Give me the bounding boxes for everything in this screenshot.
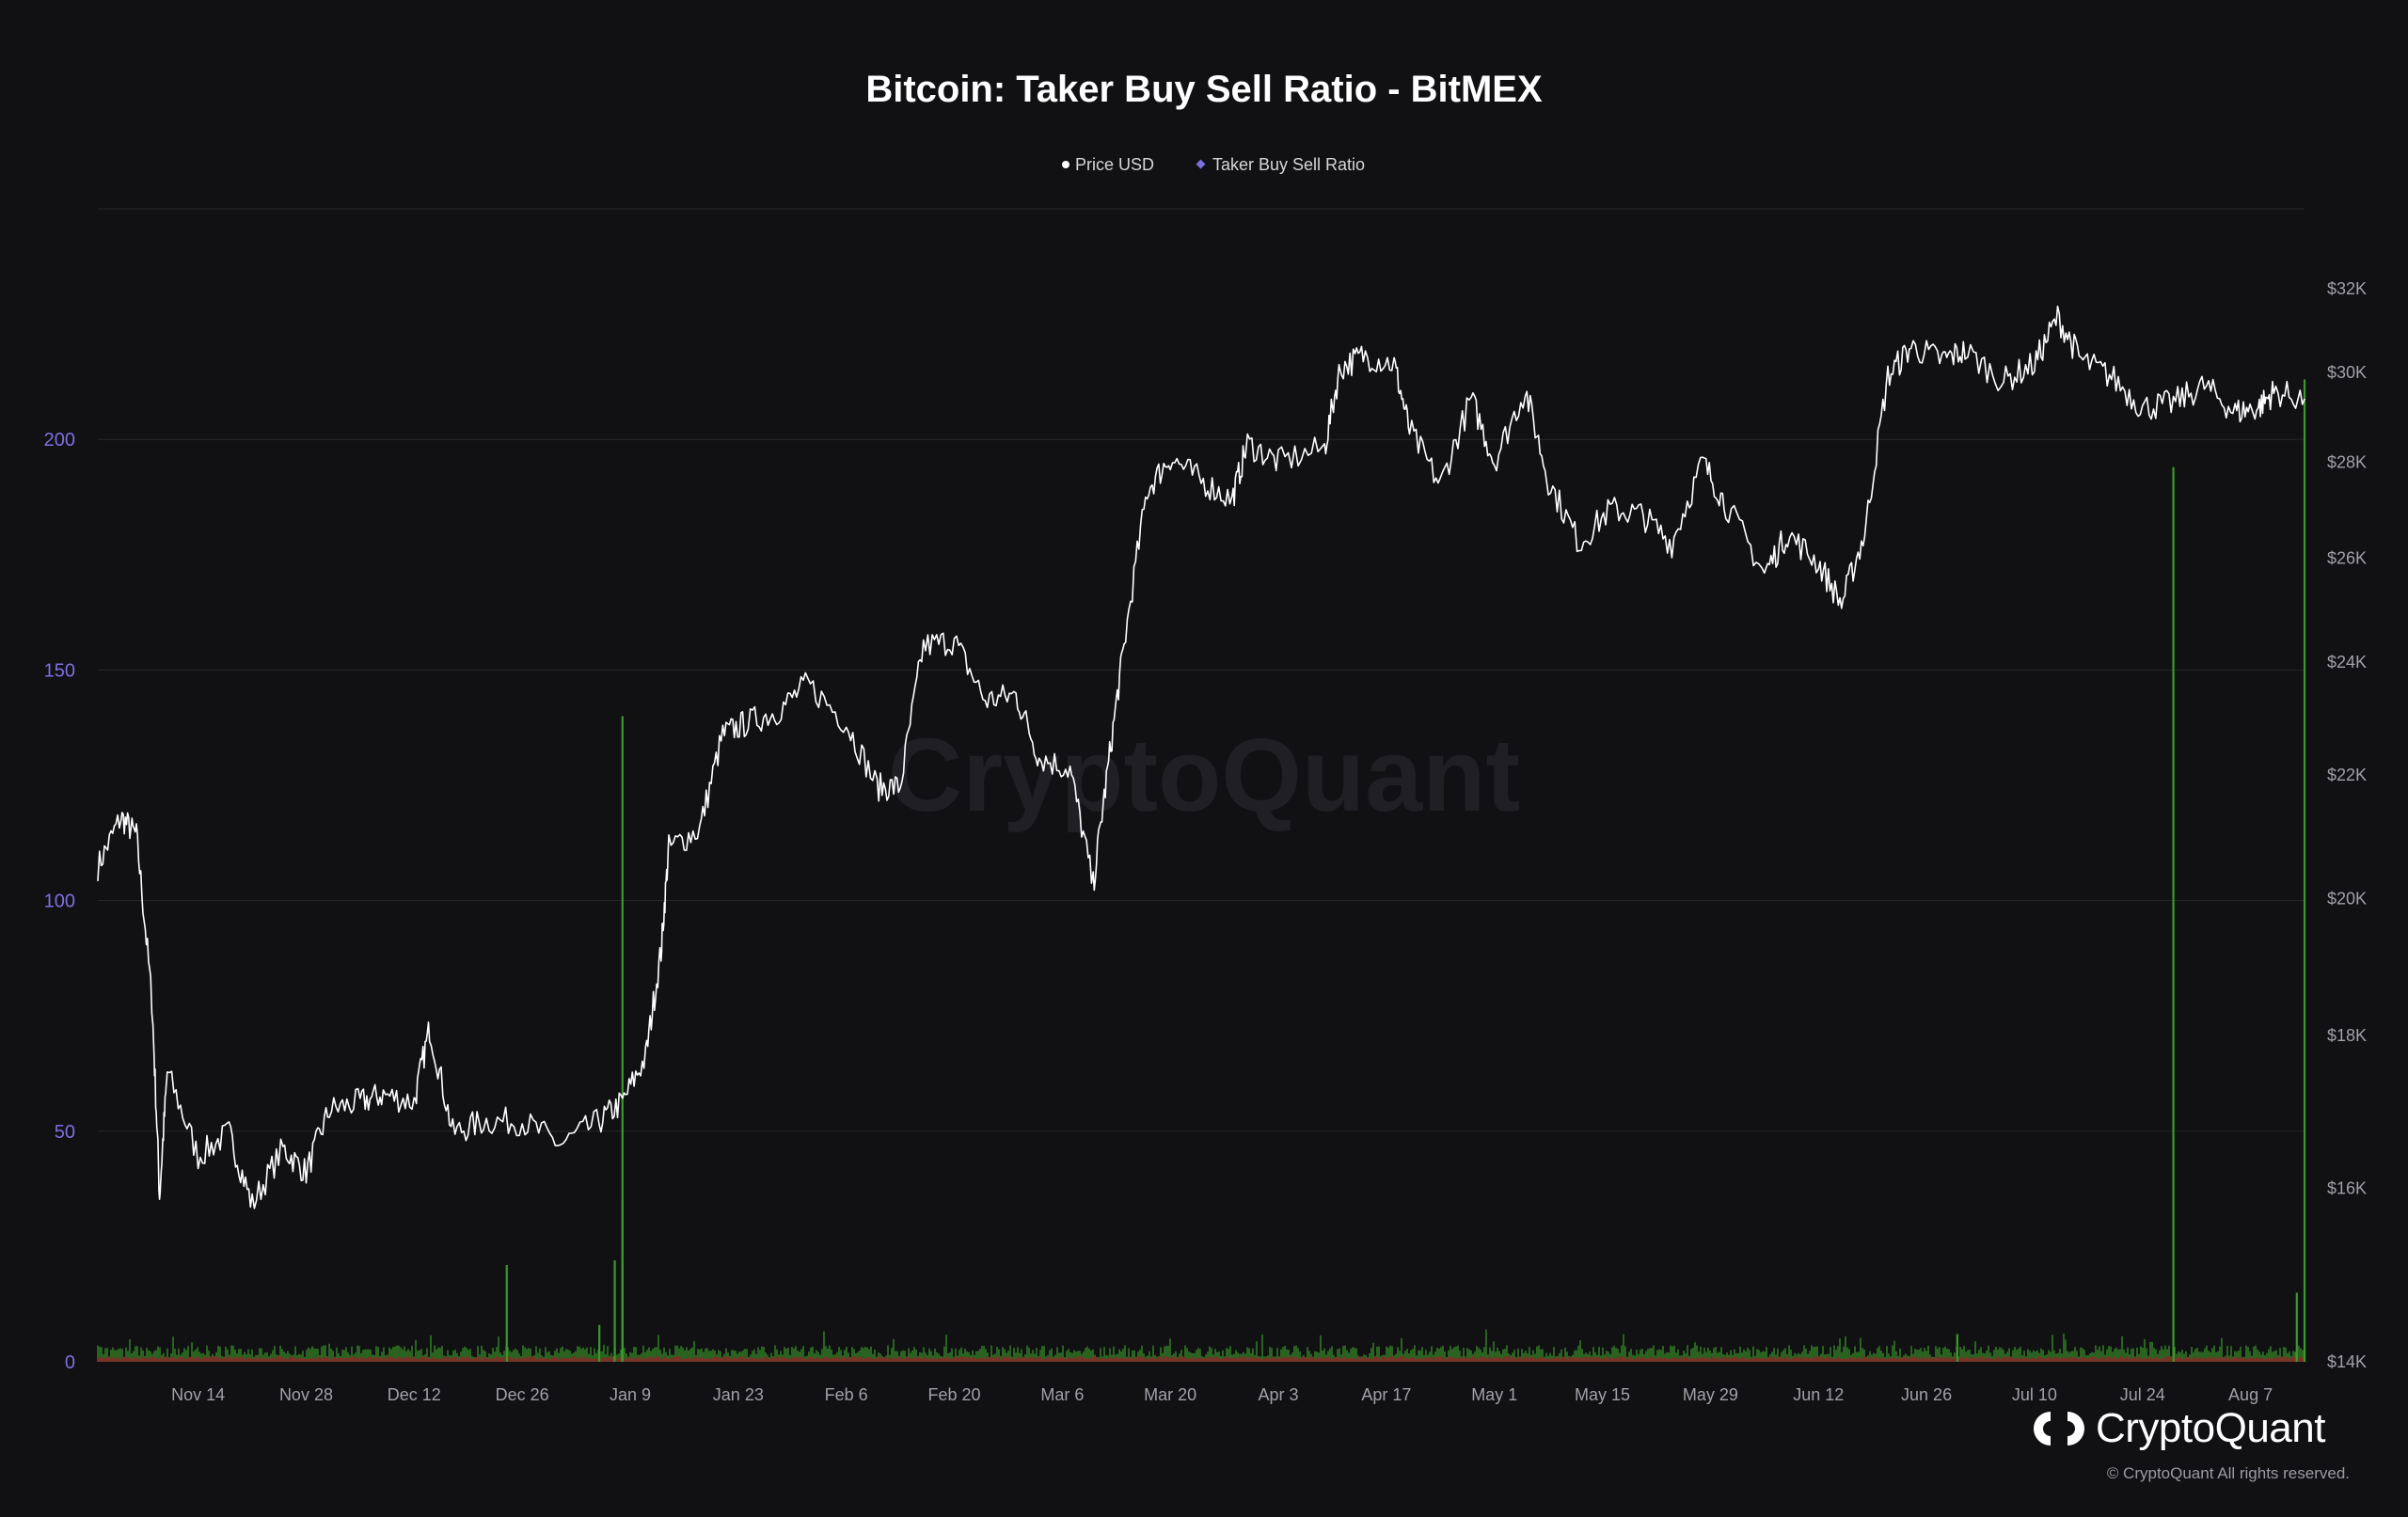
x-tick-label: Nov 14: [171, 1385, 225, 1404]
right-tick-label: $16K: [2327, 1179, 2367, 1198]
legend-price-marker: [1062, 161, 1069, 168]
ratio-below-one: [97, 1356, 2305, 1362]
watermark: CryptoQuant: [888, 718, 1520, 833]
copyright-text: © CryptoQuant All rights reserved.: [2106, 1464, 2350, 1482]
x-tick-label: Feb 20: [927, 1385, 980, 1404]
left-tick-label: 150: [44, 660, 75, 681]
x-axis-ticks: Nov 14 Nov 28 Dec 12 Dec 26 Jan 9 Jan 23 Feb 6…: [171, 1385, 2273, 1404]
right-tick-label: $18K: [2327, 1026, 2367, 1045]
x-tick-label: Mar 20: [1144, 1385, 1196, 1404]
cryptoquant-logo-icon: [2034, 1412, 2084, 1446]
ratio-series: [97, 379, 2306, 1362]
x-tick-label: Jun 26: [1901, 1385, 1952, 1404]
brand-logo: CryptoQuant: [2032, 1405, 2325, 1452]
x-tick-label: Feb 6: [825, 1385, 868, 1404]
gridlines: [98, 208, 2305, 1132]
x-tick-label: Jan 9: [610, 1385, 651, 1404]
x-tick-label: May 1: [1471, 1385, 1517, 1404]
left-tick-label: 50: [55, 1122, 75, 1143]
x-tick-label: Apr 17: [1361, 1385, 1411, 1404]
right-tick-label: $30K: [2327, 363, 2367, 382]
x-tick-label: Dec 12: [388, 1385, 441, 1404]
legend-ratio-label: Taker Buy Sell Ratio: [1212, 155, 1365, 174]
right-tick-label: $22K: [2327, 766, 2367, 784]
left-axis-ticks: 0 50 100 150 200: [44, 430, 75, 1373]
legend-price-label: Price USD: [1075, 155, 1154, 174]
brand-name: CryptoQuant: [2096, 1405, 2325, 1451]
x-tick-label: Jul 10: [2012, 1385, 2057, 1404]
left-tick-label: 200: [44, 430, 75, 450]
right-tick-label: $28K: [2327, 452, 2367, 471]
right-tick-label: $26K: [2327, 549, 2367, 568]
x-tick-label: Jul 24: [2120, 1385, 2165, 1404]
x-tick-label: Apr 3: [1259, 1385, 1299, 1404]
x-tick-label: May 29: [1683, 1385, 1738, 1404]
x-tick-label: Dec 26: [496, 1385, 549, 1404]
x-tick-label: Aug 7: [2228, 1385, 2273, 1404]
ratio-baseline-noise: [97, 1328, 2305, 1362]
right-tick-label: $14K: [2327, 1352, 2367, 1371]
x-tick-label: May 15: [1575, 1385, 1630, 1404]
right-tick-label: $32K: [2327, 279, 2367, 298]
legend: Price USD Taker Buy Sell Ratio: [1062, 155, 1365, 174]
right-tick-label: $20K: [2327, 890, 2367, 909]
left-tick-label: 0: [65, 1352, 75, 1373]
x-tick-label: Jan 23: [713, 1385, 764, 1404]
legend-ratio-marker: [1196, 159, 1206, 169]
price-series: [97, 305, 2305, 1209]
right-tick-label: $24K: [2327, 653, 2367, 672]
x-tick-label: Nov 28: [279, 1385, 333, 1404]
chart-title: Bitcoin: Taker Buy Sell Ratio - BitMEX: [865, 69, 1543, 110]
x-tick-label: Jun 12: [1793, 1385, 1844, 1404]
price-line: [97, 305, 2305, 1209]
x-tick-label: Mar 6: [1040, 1385, 1084, 1404]
right-axis-ticks: $14K $16K $18K $20K $22K $24K $26K $28K $30K $32K: [2327, 279, 2367, 1371]
left-tick-label: 100: [44, 892, 75, 912]
